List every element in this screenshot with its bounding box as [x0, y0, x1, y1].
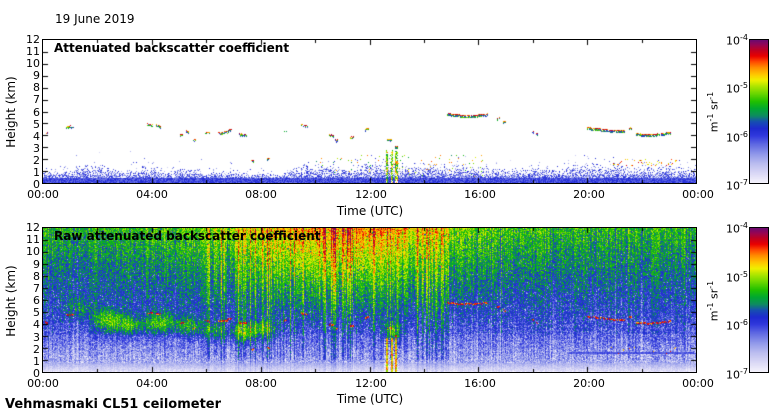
- y-tick-label: 0: [33, 367, 40, 380]
- colorbar-bottom: [749, 227, 769, 373]
- x-tick-label: 00:00: [27, 377, 59, 390]
- raw-plot-canvas: [43, 228, 696, 372]
- y-tick-label: 8: [33, 81, 40, 94]
- y-tick-label: 1: [33, 166, 40, 179]
- colorbar-tick-label: 10-6: [726, 130, 748, 145]
- colorbar-tick-label: 10-6: [726, 318, 748, 333]
- y-tick-label: 1: [33, 355, 40, 368]
- x-tick-label: 00:00: [682, 188, 714, 201]
- y-tick-label: 5: [33, 118, 40, 131]
- time-axis-label-top: Time (UTC): [336, 204, 404, 218]
- attenuated-plot-title: Attenuated backscatter coefficient: [54, 41, 290, 55]
- colorbar-tick-label: 10-4: [726, 221, 748, 236]
- y-tick-label: 4: [33, 318, 40, 331]
- y-tick-label: 10: [26, 245, 40, 258]
- colorbar-tick-label: 10-7: [726, 178, 748, 193]
- colorbar-top: [749, 39, 769, 184]
- colorbar-top-canvas: [750, 40, 768, 183]
- x-tick-label: 00:00: [682, 377, 714, 390]
- time-axis-label-bottom: Time (UTC): [336, 392, 404, 406]
- y-tick-label: 3: [33, 142, 40, 155]
- raw-plot: Raw attenuated backscatter coefficient: [42, 227, 697, 373]
- x-tick-label: 20:00: [573, 188, 605, 201]
- colorbar-tick-label: 10-5: [726, 81, 748, 96]
- x-tick-label: 20:00: [573, 377, 605, 390]
- x-tick-label: 16:00: [464, 377, 496, 390]
- attenuated-plot: Attenuated backscatter coefficient: [42, 39, 697, 184]
- y-tick-label: 8: [33, 270, 40, 283]
- date-label: 19 June 2019: [55, 12, 135, 26]
- y-tick-label: 9: [33, 69, 40, 82]
- x-tick-label: 08:00: [245, 377, 277, 390]
- y-tick-label: 7: [33, 282, 40, 295]
- y-tick-label: 0: [33, 178, 40, 191]
- raw-plot-title: Raw attenuated backscatter coefficient: [54, 229, 321, 243]
- y-tick-label: 2: [33, 154, 40, 167]
- y-tick-label: 12: [26, 33, 40, 46]
- x-tick-label: 00:00: [27, 188, 59, 201]
- y-tick-label: 11: [26, 233, 40, 246]
- attenuated-plot-canvas: [43, 40, 696, 183]
- colorbar-tick-label: 10-7: [726, 367, 748, 382]
- y-tick-label: 12: [26, 221, 40, 234]
- y-tick-label: 6: [33, 106, 40, 119]
- y-tick-label: 4: [33, 130, 40, 143]
- y-tick-label: 9: [33, 258, 40, 271]
- y-tick-label: 2: [33, 343, 40, 356]
- colorbar-tick-label: 10-5: [726, 270, 748, 285]
- y-tick-label: 11: [26, 45, 40, 58]
- x-tick-label: 04:00: [136, 188, 168, 201]
- colorbar-bottom-canvas: [750, 228, 768, 372]
- footer-label: Vehmasmaki CL51 ceilometer: [5, 397, 222, 412]
- y-tick-label: 5: [33, 306, 40, 319]
- y-tick-label: 10: [26, 57, 40, 70]
- y-tick-label: 7: [33, 93, 40, 106]
- colorbar-tick-label: 10-4: [726, 33, 748, 48]
- x-tick-label: 12:00: [355, 377, 387, 390]
- x-tick-label: 16:00: [464, 188, 496, 201]
- x-tick-label: 08:00: [245, 188, 277, 201]
- x-tick-label: 12:00: [355, 188, 387, 201]
- x-tick-label: 04:00: [136, 377, 168, 390]
- y-tick-label: 3: [33, 331, 40, 344]
- y-tick-label: 6: [33, 294, 40, 307]
